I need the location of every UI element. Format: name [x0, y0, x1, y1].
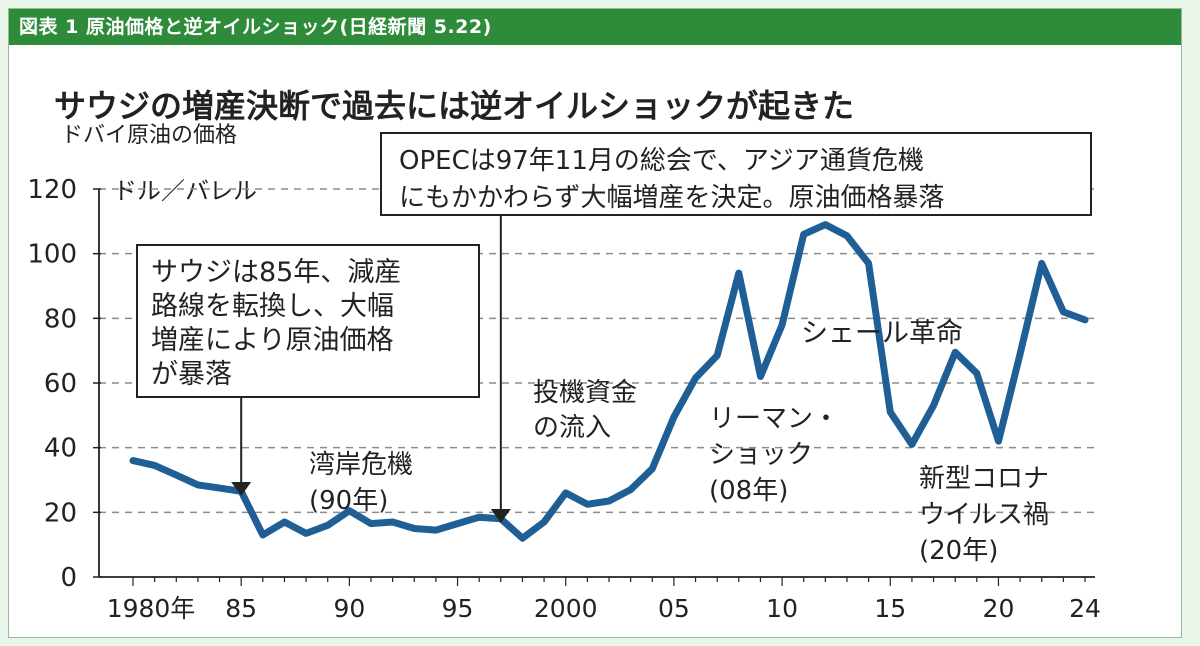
data-point [888, 409, 893, 415]
data-point [303, 531, 309, 536]
annotation-text: (08年) [709, 476, 788, 506]
data-point [693, 375, 698, 381]
data-point [1082, 317, 1088, 323]
figure-header: 図表 1 原油価格と逆オイルショック(日経新聞 5.22) [9, 9, 1181, 45]
x-tick-label: 2000 [534, 594, 598, 623]
y-tick-label: 60 [44, 369, 77, 399]
data-point [412, 526, 417, 531]
data-point [476, 514, 482, 520]
annotation-text: (90年) [309, 486, 388, 516]
x-tick-label: 95 [442, 594, 474, 623]
annotation-arrow-head [490, 509, 511, 523]
data-point [909, 442, 915, 447]
data-point [671, 414, 677, 420]
chart: サウジの増産決断で過去には逆オイルショックが起きた ドバイ原油の価格 ドル／バレ… [27, 87, 1101, 623]
annotation-text: 湾岸危機 [309, 450, 413, 480]
data-point [823, 222, 828, 227]
chart-subtitle: ドバイ原油の価格 [61, 123, 237, 148]
y-tick-label: 20 [44, 498, 77, 528]
data-point [779, 322, 785, 327]
data-point [650, 466, 655, 471]
data-point [801, 232, 806, 237]
x-tick-label: 24 [1069, 594, 1101, 623]
data-point [130, 458, 136, 463]
x-tick-label: 15 [874, 594, 906, 623]
data-point [455, 521, 460, 526]
x-tick-label: 1980年 [107, 594, 196, 623]
y-unit-label: ドル／バレル [113, 177, 257, 205]
data-point [282, 519, 287, 525]
data-point [152, 463, 157, 468]
annotation-text: 増産により原油価格 [151, 325, 393, 356]
x-tick-label: 90 [333, 594, 365, 623]
y-tick-label: 80 [44, 304, 77, 334]
data-point [844, 233, 850, 239]
annotation-text: にもかかわらず大幅増産を決定。原油価格暴落 [399, 183, 944, 213]
data-point [866, 261, 871, 266]
data-point [974, 371, 980, 376]
data-point [606, 498, 612, 504]
data-point [195, 482, 201, 488]
data-point [520, 536, 525, 541]
data-point [217, 485, 222, 491]
annotation-box [136, 244, 480, 398]
y-tick-label: 100 [27, 240, 77, 270]
data-point [260, 532, 266, 538]
annotation-text: ショック [709, 440, 813, 470]
x-tick-label: 85 [225, 594, 257, 623]
annotation-text: サウジは85年、減産 [151, 257, 401, 288]
data-point [1017, 351, 1023, 357]
annotation-box [380, 132, 1092, 216]
data-point [325, 523, 330, 528]
data-point [1061, 309, 1066, 315]
y-tick-label: 40 [44, 434, 77, 464]
annotation-text: 新型コロナ [919, 464, 1049, 494]
annotation-text: (20年) [919, 536, 998, 566]
y-tick-label: 0 [60, 563, 77, 593]
annotation-text: の流入 [533, 413, 611, 443]
annotation-text: 路線を転換し、大幅 [151, 291, 394, 322]
x-tick-label: 10 [766, 594, 798, 623]
x-tick-label: 05 [658, 594, 690, 623]
annotation-text: ウイルス禍 [919, 500, 1049, 530]
data-point [174, 472, 179, 478]
data-point [736, 270, 742, 276]
y-tick-label: 120 [27, 175, 77, 205]
annotation-text: が暴落 [151, 359, 232, 390]
data-point [347, 508, 352, 513]
annotation-text: 投機資金 [533, 378, 637, 408]
annotation-text: リーマン・ [709, 404, 839, 434]
data-point [1039, 261, 1044, 266]
data-point [714, 353, 720, 358]
data-point [433, 527, 439, 533]
figure-frame: 図表 1 原油価格と逆オイルショック(日経新聞 5.22) サウジの増産決断で過… [8, 8, 1182, 638]
data-point [758, 374, 763, 379]
x-tick-label: 20 [983, 594, 1015, 623]
data-point [368, 521, 374, 526]
data-point [952, 350, 958, 355]
data-point [585, 502, 590, 507]
chart-title: サウジの増産決断で過去には逆オイルショックが起きた [54, 87, 854, 125]
data-point [931, 403, 936, 408]
data-point [541, 519, 547, 525]
annotation-text: OPECは97年11月の総会で、アジア通貨危機 [399, 146, 924, 176]
data-point [628, 487, 633, 492]
data-point [996, 439, 1001, 444]
data-point [390, 519, 395, 525]
annotation-arrow-head [231, 482, 252, 496]
annotation-text: シェール革命 [801, 318, 963, 349]
data-point [563, 490, 568, 496]
